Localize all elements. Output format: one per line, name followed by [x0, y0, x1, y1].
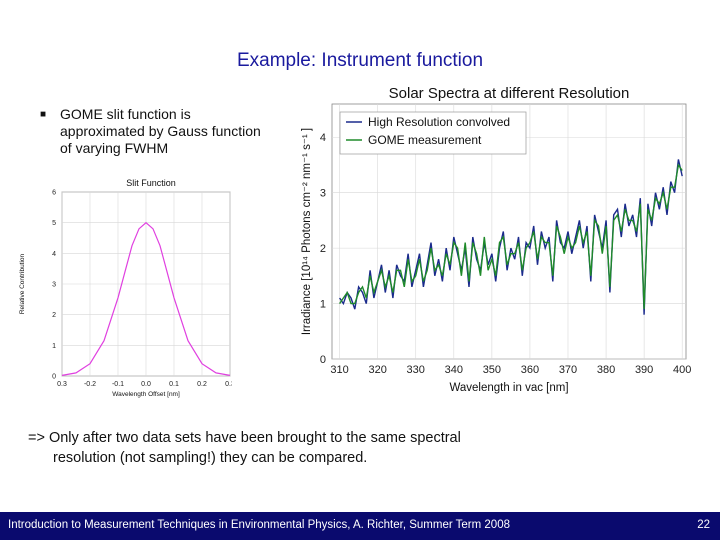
x-axis-label: Wavelength in vac [nm]	[449, 382, 568, 394]
solar-spectra-chart: 310 320 330 340 350 360 370 380 390 400 0 1 2 3 4 Solar…	[301, 85, 691, 394]
page-number: 22	[697, 519, 710, 531]
y-tick-label: 4	[52, 251, 56, 258]
x-tick-label: 310	[330, 364, 348, 376]
chart-title: Slit Function	[126, 178, 176, 188]
x-axis-label: Wavelength Offset [nm]	[112, 391, 180, 398]
x-tick-label: 0.0	[141, 381, 151, 388]
x-tick-label: 0.3	[57, 381, 67, 388]
x-tick-label: 400	[673, 364, 691, 376]
y-tick-label: 1	[52, 343, 56, 350]
legend-box	[339, 111, 527, 155]
x-tick-label: 340	[445, 364, 463, 376]
y-tick-label: 2	[52, 312, 56, 319]
x-tick-label: 320	[368, 364, 386, 376]
y-tick-label: 5	[52, 220, 56, 227]
y-tick-label: 6	[52, 189, 56, 196]
conclusion-line-2: resolution (not sampling!) they can be c…	[53, 450, 368, 466]
x-tick-label: 0.1	[169, 381, 179, 388]
bullet-item: ■ GOME slit function is approximated by …	[40, 106, 270, 157]
x-tick-label: 360	[521, 364, 539, 376]
x-tick-label: 380	[597, 364, 615, 376]
x-tick-label: 330	[407, 364, 425, 376]
series-line-2	[339, 163, 683, 310]
x-tick-label: 0.3	[225, 381, 232, 388]
y-tick-label: 4	[320, 132, 326, 144]
y-axis-label: Irradiance [10¹⁴ Photons cm⁻² nm⁻¹ s⁻¹ ]	[301, 128, 313, 335]
x-tick-label: -0.2	[84, 381, 96, 388]
y-tick-label: 2	[320, 243, 326, 255]
x-tick-label: 390	[635, 364, 653, 376]
y-tick-label: 0	[52, 373, 56, 380]
x-tick-label: 0.2	[197, 381, 207, 388]
legend-label-1: High Resolution convolved	[368, 115, 510, 129]
conclusion-line-1: => Only after two data sets have been br…	[28, 430, 461, 446]
y-tick-label: 0	[320, 354, 326, 366]
bullet-text: GOME slit function is approximated by Ga…	[60, 106, 261, 156]
series-line-1	[61, 221, 231, 376]
series-line-1	[339, 159, 683, 315]
x-tick-label: 370	[559, 364, 577, 376]
slide-title: Example: Instrument function	[236, 50, 484, 71]
legend-label-2: GOME measurement	[368, 133, 482, 147]
y-tick-label: 3	[320, 188, 326, 200]
x-tick-label: -0.1	[112, 381, 124, 388]
x-tick-label: 350	[483, 364, 501, 376]
y-tick-label: 3	[52, 281, 56, 288]
y-tick-label: 1	[320, 298, 326, 310]
footer-bar: Introduction to Measurement Techniques i…	[0, 512, 720, 540]
conclusion-text: => Only after two data sets have been br…	[28, 428, 628, 468]
slit-function-chart: 0.3-0.2-0.10.00.10.20.30123456Slit Funct…	[19, 178, 232, 398]
footer-text: Introduction to Measurement Techniques i…	[8, 519, 510, 531]
bullet-icon: ■	[40, 109, 47, 120]
y-axis-label: Relative Contribution	[19, 253, 26, 314]
chart-title: Solar Spectra at different Resolution	[389, 85, 630, 102]
